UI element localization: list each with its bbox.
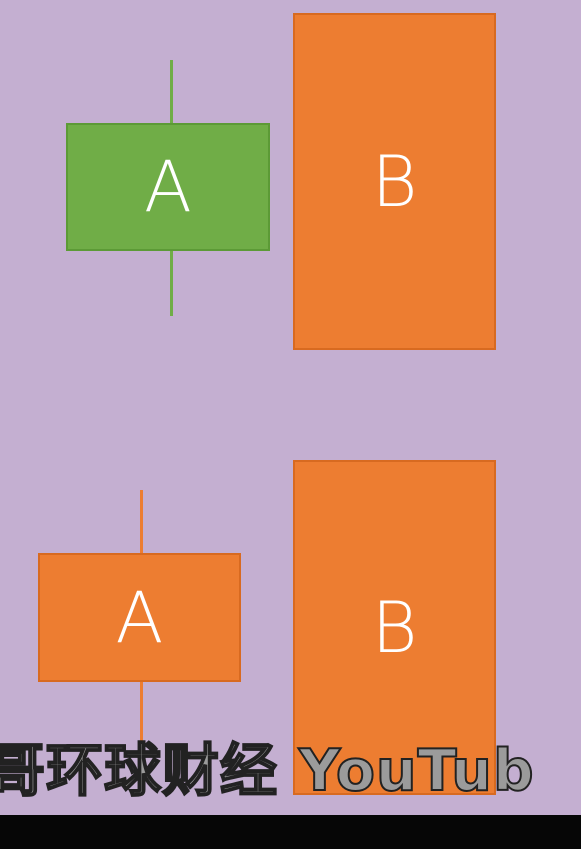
candle-a-top-body: A (66, 123, 270, 251)
candle-b-top-label: B (371, 140, 418, 223)
candle-a-top-label: A (144, 146, 192, 228)
diagram-canvas: A B A B 哥环球财经 YouTub (0, 0, 581, 815)
candle-a-bottom-body: A (38, 553, 241, 682)
candle-b-top-body: B (293, 13, 496, 350)
candle-b-bottom-label: B (371, 586, 418, 669)
candle-b-bottom-body: B (293, 460, 496, 795)
video-bottom-bar (0, 815, 581, 849)
video-subtitle-caption: 哥环球财经 YouTub (0, 738, 535, 804)
candle-a-bottom-label: A (115, 576, 164, 659)
